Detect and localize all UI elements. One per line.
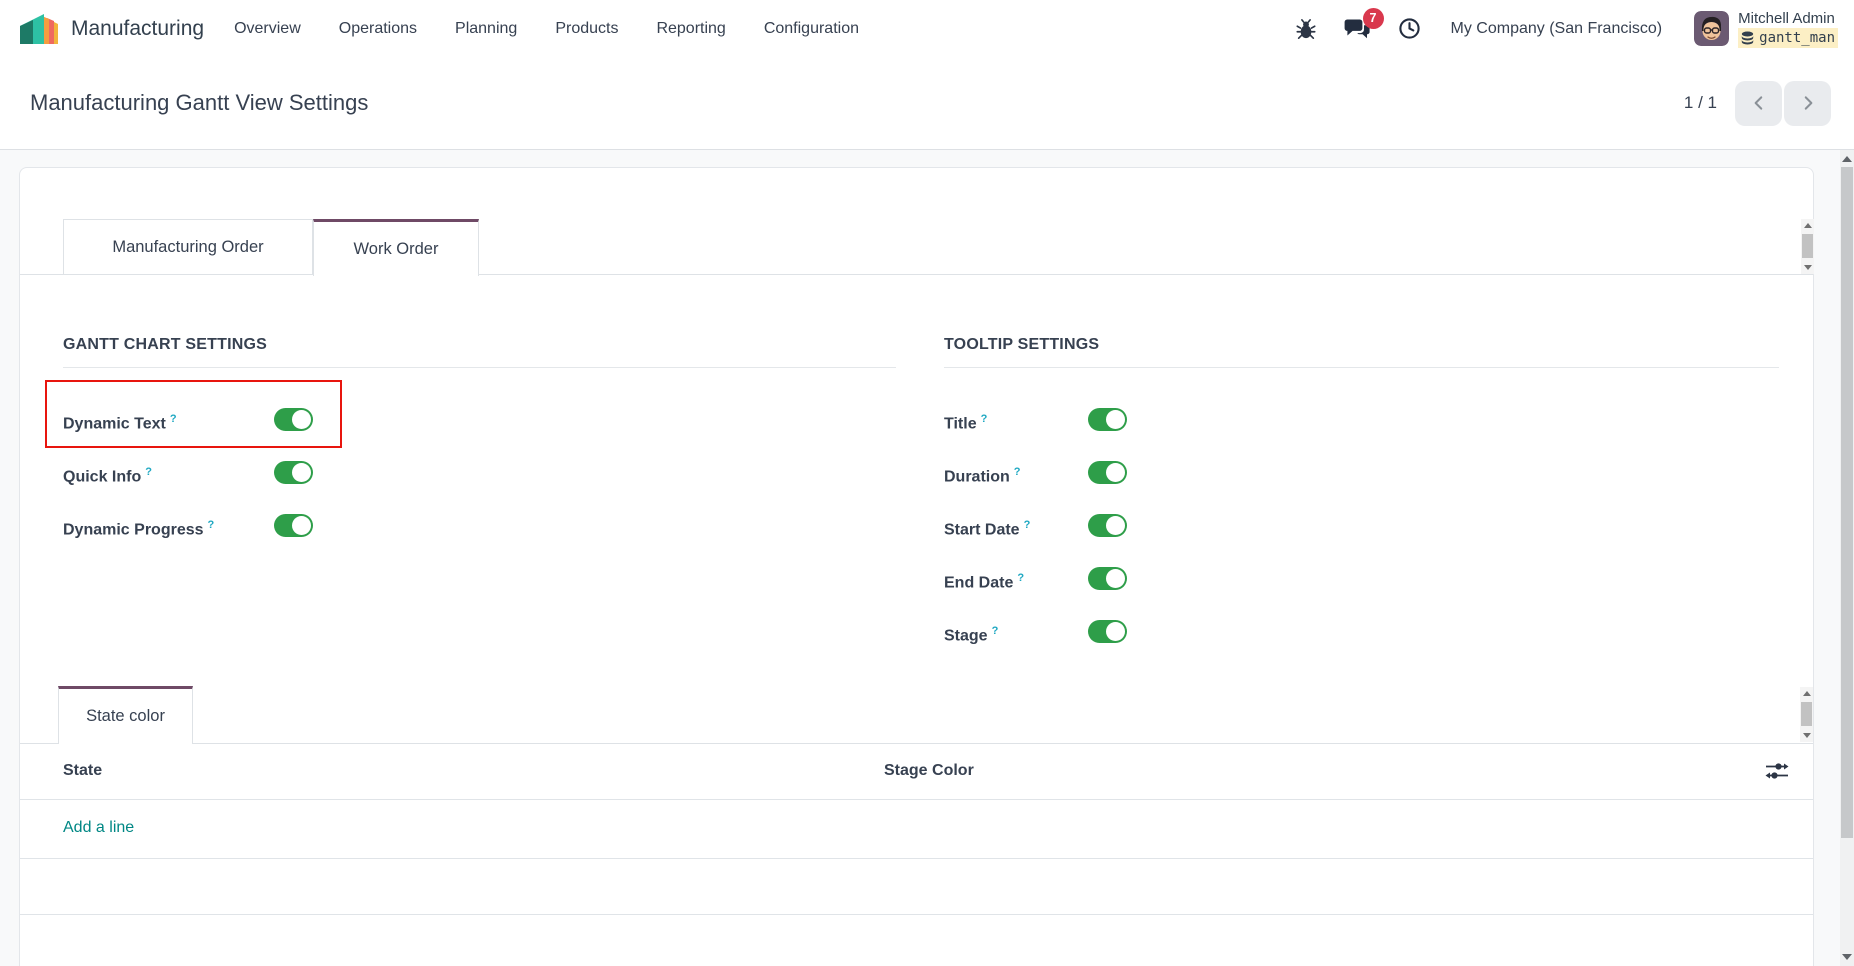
toggle-knob xyxy=(1106,463,1125,482)
help-icon[interactable]: ? xyxy=(1023,519,1031,531)
form-view: Manufacturing Order Work Order GANTT CHA… xyxy=(0,150,1854,966)
user-info: Mitchell Admin gantt_man xyxy=(1738,9,1838,49)
label-dynamic-progress: Dynamic Progress? xyxy=(63,519,215,539)
scroll-thumb[interactable] xyxy=(1801,702,1812,726)
tab-state-color[interactable]: State color xyxy=(58,686,193,744)
toggle-start-date[interactable] xyxy=(1088,514,1127,537)
page-title: Manufacturing Gantt View Settings xyxy=(30,90,369,115)
help-icon[interactable]: ? xyxy=(145,466,152,478)
database-name: gantt_man xyxy=(1759,30,1835,47)
menu-planning[interactable]: Planning xyxy=(455,19,518,37)
menu-reporting[interactable]: Reporting xyxy=(656,19,726,37)
menu-overview[interactable]: Overview xyxy=(234,19,301,37)
toggle-duration[interactable] xyxy=(1088,461,1127,484)
tab-work-order[interactable]: Work Order xyxy=(313,219,479,276)
navbar-right: 7 My Company (San Francisco) xyxy=(1295,7,1838,49)
pager-previous-button[interactable] xyxy=(1735,80,1782,126)
help-icon[interactable]: ? xyxy=(169,413,177,425)
manufacturing-app-icon xyxy=(16,11,60,47)
scroll-down-icon[interactable] xyxy=(1842,954,1852,960)
scroll-up-icon[interactable] xyxy=(1802,691,1811,696)
toggle-knob xyxy=(292,463,311,482)
menu-products[interactable]: Products xyxy=(555,19,619,37)
scroll-up-icon[interactable] xyxy=(1842,156,1852,162)
help-icon[interactable]: ? xyxy=(1013,466,1021,478)
label-title: Title? xyxy=(944,413,988,433)
add-a-line-link[interactable]: Add a line xyxy=(63,819,135,836)
toggle-knob xyxy=(1106,410,1125,429)
toggle-knob xyxy=(292,410,311,429)
message-count-badge: 7 xyxy=(1362,7,1384,29)
scroll-down-icon[interactable] xyxy=(1803,265,1812,270)
state-tab-divider xyxy=(20,743,1813,744)
toggle-title[interactable] xyxy=(1088,408,1127,431)
column-header-state[interactable]: State xyxy=(63,762,103,779)
inner-scrollbar-bottom[interactable] xyxy=(1800,687,1813,742)
form-sheet: Manufacturing Order Work Order GANTT CHA… xyxy=(19,167,1814,966)
user-menu[interactable]: Mitchell Admin gantt_man xyxy=(1694,9,1838,49)
main-menu: Overview Operations Planning Products Re… xyxy=(234,20,859,38)
tooltip-settings-heading: TOOLTIP SETTINGS xyxy=(944,336,1100,353)
help-icon[interactable]: ? xyxy=(207,519,215,531)
scroll-down-icon[interactable] xyxy=(1802,733,1811,738)
pager-next-button[interactable] xyxy=(1784,80,1831,126)
database-badge: gantt_man xyxy=(1738,28,1838,49)
column-header-stage-color[interactable]: Stage Color xyxy=(884,762,974,779)
page-scrollbar[interactable] xyxy=(1840,150,1854,966)
toggle-end-date[interactable] xyxy=(1088,567,1127,590)
label-start-date: Start Date? xyxy=(944,519,1031,539)
label-dynamic-text: Dynamic Text? xyxy=(63,413,177,433)
inner-scrollbar-top[interactable] xyxy=(1801,219,1814,274)
section-divider xyxy=(63,367,896,368)
help-icon[interactable]: ? xyxy=(991,625,999,637)
avatar xyxy=(1694,11,1730,46)
help-icon[interactable]: ? xyxy=(980,413,988,425)
help-icon[interactable]: ? xyxy=(1017,572,1025,584)
pager-buttons xyxy=(1735,80,1831,126)
table-row-border xyxy=(20,858,1813,859)
toggle-knob xyxy=(1106,516,1125,535)
database-icon xyxy=(1741,31,1754,45)
table-bottom-border xyxy=(20,914,1813,915)
activities-clock-icon[interactable] xyxy=(1398,17,1421,40)
company-switcher[interactable]: My Company (San Francisco) xyxy=(1450,19,1663,37)
toggle-knob xyxy=(292,516,311,535)
scroll-thumb[interactable] xyxy=(1841,167,1853,838)
toggle-knob xyxy=(1106,569,1125,588)
label-quick-info: Quick Info? xyxy=(63,466,152,486)
systray: 7 xyxy=(1295,7,1421,41)
toggle-dynamic-progress[interactable] xyxy=(274,514,313,537)
menu-operations[interactable]: Operations xyxy=(338,19,418,37)
bug-icon[interactable] xyxy=(1295,18,1317,40)
menu-configuration[interactable]: Configuration xyxy=(763,19,859,37)
toggle-stage[interactable] xyxy=(1088,620,1127,643)
scroll-up-icon[interactable] xyxy=(1803,223,1812,228)
pager: 1 / 1 xyxy=(1683,80,1831,126)
toggle-quick-info[interactable] xyxy=(274,461,313,484)
table-header-border xyxy=(20,799,1813,800)
optional-columns-icon[interactable] xyxy=(1765,762,1789,785)
messages-icon[interactable]: 7 xyxy=(1344,7,1384,41)
toggle-dynamic-text[interactable] xyxy=(274,408,313,431)
control-panel: Manufacturing Gantt View Settings 1 / 1 xyxy=(0,57,1854,150)
label-stage: Stage? xyxy=(944,625,999,645)
user-name: Mitchell Admin xyxy=(1738,9,1835,27)
gantt-settings-heading: GANTT CHART SETTINGS xyxy=(63,336,267,353)
notebook-divider xyxy=(20,274,1813,275)
chevron-left-icon xyxy=(1750,94,1768,112)
app-switcher[interactable]: Manufacturing xyxy=(16,11,204,47)
top-navbar: Manufacturing Overview Operations Planni… xyxy=(0,0,1854,57)
tab-manufacturing-order[interactable]: Manufacturing Order xyxy=(63,219,313,275)
label-end-date: End Date? xyxy=(944,572,1025,592)
section-divider xyxy=(944,367,1779,368)
chevron-right-icon xyxy=(1799,94,1817,112)
label-duration: Duration? xyxy=(944,466,1021,486)
pager-count: 1 / 1 xyxy=(1683,93,1717,112)
toggle-knob xyxy=(1106,622,1125,641)
scroll-thumb[interactable] xyxy=(1802,234,1813,258)
app-name: Manufacturing xyxy=(71,16,205,40)
